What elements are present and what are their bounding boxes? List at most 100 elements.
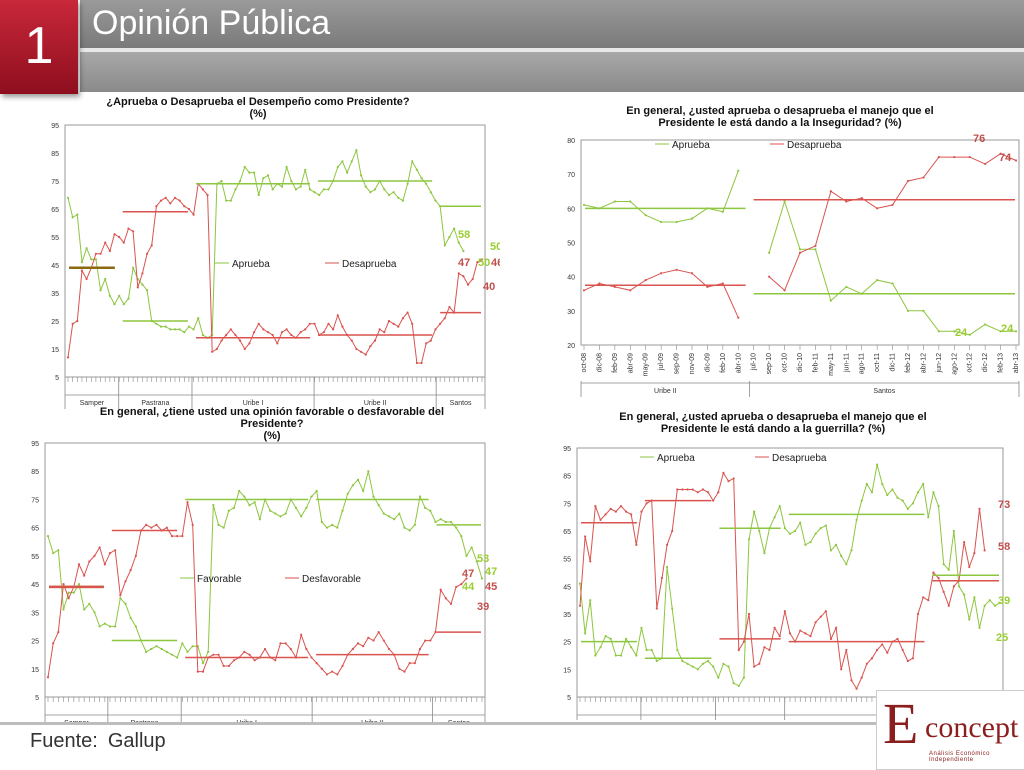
data-point (978, 507, 981, 510)
data-point (227, 509, 230, 512)
data-point (978, 626, 981, 629)
period-label: Uribe I (243, 400, 264, 407)
data-point (103, 563, 106, 566)
data-point (401, 317, 405, 320)
data-point (67, 597, 70, 600)
y-tick-label: 30 (567, 309, 575, 316)
data-point (619, 505, 623, 508)
x-tick-label: dic-08 (596, 353, 603, 372)
data-point (460, 583, 463, 586)
data-point (809, 635, 812, 638)
data-point (629, 200, 632, 203)
data-point (916, 491, 920, 494)
data-point (876, 278, 879, 282)
data-point (829, 299, 832, 302)
data-point (206, 193, 209, 197)
data-point (1014, 159, 1018, 162)
data-point (413, 523, 416, 526)
data-point (804, 632, 807, 635)
data-point (609, 637, 612, 640)
data-point (855, 518, 858, 522)
data-point (145, 289, 149, 292)
data-point (284, 642, 287, 645)
data-point (448, 305, 451, 309)
data-point (183, 331, 186, 334)
period-label: Uribe II (364, 400, 387, 407)
data-point (589, 560, 592, 563)
y-tick-label: 95 (31, 441, 39, 448)
data-point (701, 662, 705, 665)
data-point (429, 339, 432, 342)
data-point (217, 653, 220, 656)
data-point (876, 207, 879, 210)
data-point (850, 549, 853, 552)
data-point (327, 322, 330, 325)
data-point (613, 285, 616, 289)
data-point (351, 647, 354, 651)
y-tick-label: 35 (563, 612, 571, 619)
data-point (686, 662, 689, 665)
data-point (215, 347, 218, 351)
data-point (279, 642, 282, 645)
data-point (942, 590, 945, 593)
data-point (763, 646, 766, 649)
y-tick-label: 15 (563, 667, 571, 674)
end-value-label: 39 (998, 595, 1010, 607)
data-point (165, 650, 168, 653)
data-point (737, 169, 740, 172)
data-point (393, 518, 396, 521)
data-point (434, 630, 437, 634)
y-tick-label: 65 (563, 529, 571, 536)
data-point (798, 248, 802, 251)
data-point (67, 591, 70, 594)
data-point (860, 676, 863, 679)
x-tick-label: feb-12 (905, 353, 912, 373)
data-point (947, 568, 950, 571)
data-point (578, 582, 582, 585)
data-point (150, 526, 153, 529)
x-tick-label: oct-12 (967, 353, 974, 373)
data-point (690, 272, 694, 275)
data-point (768, 251, 771, 254)
x-tick-label: ago-11 (859, 353, 866, 374)
data-point (998, 601, 1002, 605)
data-point (234, 188, 237, 191)
data-point (814, 248, 817, 251)
period-label: Samper (64, 720, 89, 723)
data-point (300, 633, 303, 637)
data-point (114, 549, 117, 552)
data-point (248, 342, 251, 345)
x-tick-label: may-09 (643, 353, 650, 376)
data-point (62, 608, 65, 611)
data-point (336, 314, 339, 317)
data-point (824, 610, 827, 613)
data-point (176, 656, 179, 659)
data-point (937, 505, 940, 508)
data-point (356, 642, 360, 645)
data-point (114, 625, 117, 628)
data-point (129, 616, 132, 620)
x-tick-label: feb-09 (612, 353, 619, 373)
data-point (320, 520, 323, 524)
data-point (196, 670, 199, 673)
x-tick-label: oct-08 (581, 353, 588, 373)
data-point (187, 207, 191, 211)
data-point (737, 648, 740, 652)
y-tick-label: 35 (51, 291, 59, 298)
data-point (66, 356, 70, 359)
data-point (434, 520, 437, 524)
data-point (72, 591, 75, 594)
data-point (425, 182, 428, 185)
data-point (201, 670, 205, 673)
end-value-label: 50 (478, 257, 490, 269)
data-point (392, 322, 395, 325)
data-point (382, 639, 385, 642)
data-point (331, 523, 334, 526)
data-point (984, 323, 987, 326)
data-point (706, 285, 709, 289)
data-point (676, 488, 679, 491)
data-point (635, 543, 638, 546)
legend-label: Aprueba (672, 140, 710, 151)
end-value-label: 47 (485, 566, 497, 578)
end-value-label: 76 (973, 133, 985, 145)
